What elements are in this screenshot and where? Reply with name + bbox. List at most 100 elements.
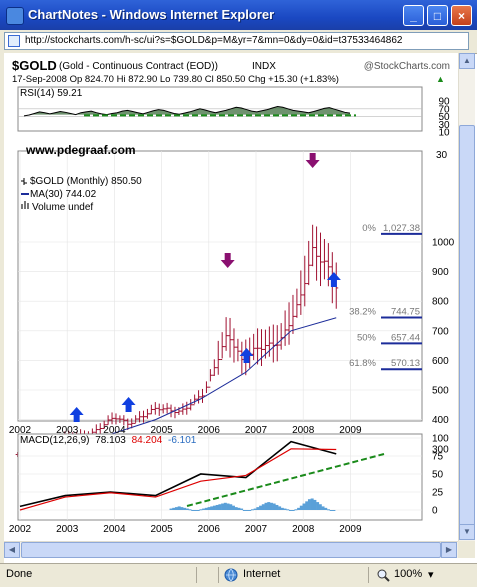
macd-hist-bar xyxy=(248,510,252,511)
macd-hist-bar xyxy=(264,502,268,510)
fib-label: 38.2% xyxy=(349,307,376,318)
chart-copyright: @StockCharts.com xyxy=(364,61,450,72)
macd-hist-bar xyxy=(207,507,211,510)
macd-hist-bar xyxy=(261,504,265,510)
macd-hist-bar xyxy=(183,507,187,510)
fib-value: 570.13 xyxy=(391,358,420,369)
ie-icon xyxy=(6,7,24,25)
macd-hist-bar xyxy=(180,507,184,510)
macd-hist-bar xyxy=(215,504,219,510)
macd-hist-bar xyxy=(242,510,246,511)
stock-chart: $GOLD (Gold - Continuous Contract (EOD))… xyxy=(9,58,455,535)
macd-tick: 50 xyxy=(432,470,444,481)
price-panel xyxy=(17,150,423,422)
x-axis-label: 2004 xyxy=(103,425,126,436)
macd-hist-bar xyxy=(267,502,271,510)
macd-hist-bar xyxy=(313,499,317,510)
rsi-tick: 90 xyxy=(438,97,450,108)
macd-hist-bar xyxy=(259,505,263,510)
rsi-tick: 50 xyxy=(438,112,450,123)
macd-hist-bar xyxy=(223,502,227,510)
maximize-button[interactable]: □ xyxy=(427,5,448,26)
zoom-dropdown-icon[interactable]: ▾ xyxy=(428,569,434,581)
macd-hist-bar xyxy=(316,502,320,510)
macd-hist-bar xyxy=(231,505,235,510)
horizontal-scroll-thumb[interactable] xyxy=(21,542,441,558)
macd-hist-bar xyxy=(299,505,303,510)
macd-hist-bar xyxy=(196,510,200,511)
x-axis-label: 2005 xyxy=(150,524,173,535)
url-field[interactable]: http://stockcharts.com/h-sc/ui?s=$GOLD&p… xyxy=(4,32,469,50)
price-tick: 800 xyxy=(432,297,449,308)
up-arrow-icon xyxy=(326,272,341,287)
page-content: $GOLD (Gold - Continuous Contract (EOD))… xyxy=(4,53,458,541)
vertical-scroll-thumb[interactable] xyxy=(459,125,475,535)
macd-hist-bar xyxy=(307,499,311,510)
legend-ma-label: MA(30) 744.02 xyxy=(30,189,97,200)
zoom-level[interactable]: 100% xyxy=(394,568,423,580)
macd-hist-bar xyxy=(305,501,309,510)
macd-hist-bar xyxy=(210,506,214,510)
window-title: ChartNotes - Windows Internet Explorer xyxy=(28,7,275,22)
x-axis-label: 2002 xyxy=(9,425,32,436)
legend-volume-label: Volume undef xyxy=(32,202,93,213)
price-tick: 900 xyxy=(432,267,449,278)
scroll-left-button[interactable]: ◀ xyxy=(4,542,20,558)
scroll-corner xyxy=(458,541,475,558)
horizontal-scrollbar[interactable]: ◀ ▶ xyxy=(4,541,458,558)
chart-exchange: INDX xyxy=(252,61,276,72)
macd-hist-bar xyxy=(275,504,279,510)
fib-value: 1,027.38 xyxy=(383,223,420,234)
fib-value: 657.44 xyxy=(391,332,420,343)
title-bar: ChartNotes - Windows Internet Explorer _… xyxy=(0,0,477,30)
scroll-right-button[interactable]: ▶ xyxy=(441,542,457,558)
price-tick: 300 xyxy=(432,445,449,456)
macd-hist-bar xyxy=(329,510,333,511)
window-frame-left xyxy=(0,53,4,563)
legend-gold: $GOLD (Monthly) 850.50 xyxy=(21,176,142,187)
macd-value: 78.103 xyxy=(95,435,126,446)
x-axis-label: 2003 xyxy=(56,425,79,436)
close-button[interactable]: × xyxy=(451,5,472,26)
status-text: Done xyxy=(6,568,33,580)
down-arrow-icon xyxy=(305,153,320,168)
x-axis-label: 2006 xyxy=(198,524,221,535)
vertical-scrollbar[interactable]: ▲ ▼ xyxy=(458,53,475,541)
down-arrow-icon xyxy=(220,253,235,268)
x-axis-label: 2009 xyxy=(339,425,362,436)
x-axis-label: 2007 xyxy=(245,425,268,436)
fib-value: 744.75 xyxy=(391,307,420,318)
macd-trendline xyxy=(186,453,385,507)
zoom-icon[interactable] xyxy=(376,568,390,582)
macd-hist-bar xyxy=(229,504,233,510)
legend-ma: MA(30) 744.02 xyxy=(21,189,97,200)
up-arrow-icon xyxy=(69,407,84,422)
minimize-button[interactable]: _ xyxy=(403,5,424,26)
macd-hist-bar xyxy=(191,510,195,511)
macd-hist-bar xyxy=(240,508,244,510)
macd-hist-bar xyxy=(294,509,298,511)
macd-label-prefix: MACD(12,26,9) xyxy=(20,435,89,446)
macd-hist-bar xyxy=(199,509,203,511)
price-tick: 600 xyxy=(432,356,449,367)
scroll-down-button[interactable]: ▼ xyxy=(459,524,475,540)
macd-hist-bar xyxy=(202,508,206,510)
chart-name: (Gold - Continuous Contract (EOD)) xyxy=(59,61,218,72)
macd-hist-bar xyxy=(286,509,290,511)
macd-hist-bar xyxy=(278,506,282,510)
x-axis-label: 2009 xyxy=(339,524,362,535)
macd-hist-bar xyxy=(326,509,330,511)
scroll-up-button[interactable]: ▲ xyxy=(459,53,475,69)
macd-hist-bar xyxy=(250,509,254,511)
x-axis-label: 2007 xyxy=(245,524,268,535)
address-bar: http://stockcharts.com/h-sc/ui?s=$GOLD&p… xyxy=(0,30,477,54)
url-text: http://stockcharts.com/h-sc/ui?s=$GOLD&p… xyxy=(25,35,403,46)
macd-hist-bar xyxy=(291,510,295,511)
price-tick: 700 xyxy=(432,326,449,337)
macd-tick: 100 xyxy=(432,434,449,445)
macd-tick: 0 xyxy=(432,506,438,517)
hist-value: -6.101 xyxy=(168,435,197,446)
fib-label: 0% xyxy=(362,223,376,234)
macd-hist-bar xyxy=(256,507,260,510)
macd-line xyxy=(19,440,337,508)
